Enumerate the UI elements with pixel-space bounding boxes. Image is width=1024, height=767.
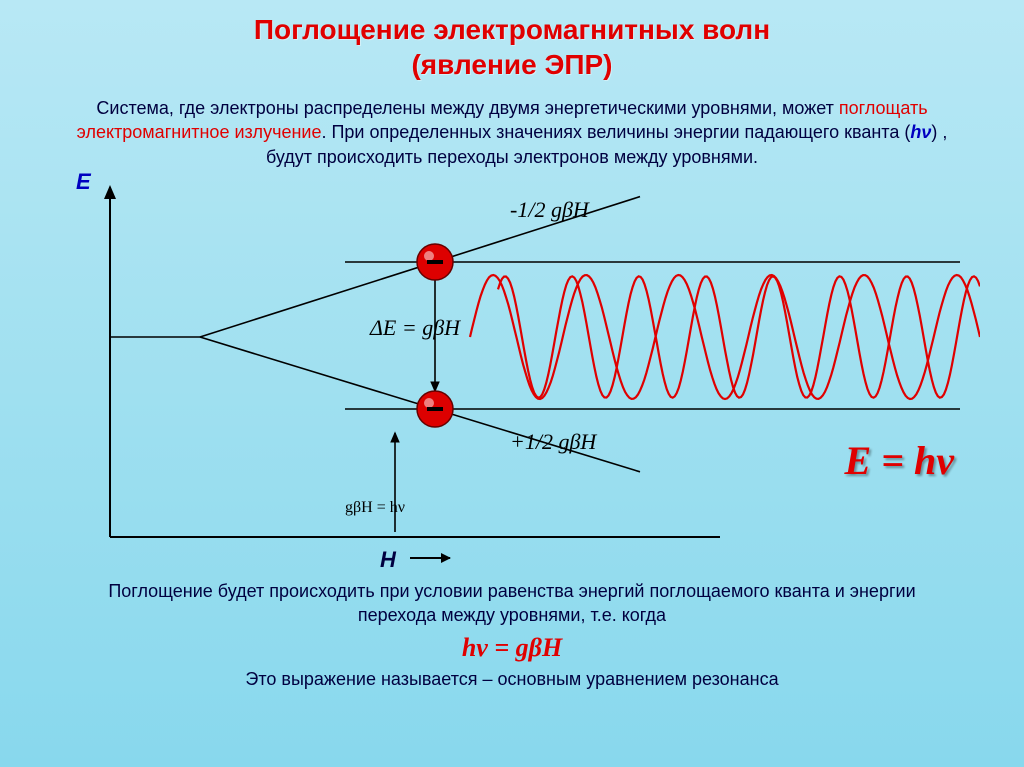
h-arrow-icon xyxy=(410,557,450,559)
energy-diagram-svg xyxy=(80,177,980,577)
para-pre: Система, где электроны распределены межд… xyxy=(96,98,838,118)
final-line: Это выражение называется – основным урав… xyxy=(0,663,1024,690)
intro-paragraph: Система, где электроны распределены межд… xyxy=(0,82,1024,169)
equation-e-hv: E = hν xyxy=(845,437,954,484)
bottom-paragraph: Поглощение будет происходить при условии… xyxy=(0,577,1024,628)
title: Поглощение электромагнитных волн (явлени… xyxy=(0,0,1024,82)
label-gbh-equals-hv: gβH = hν xyxy=(345,499,405,517)
label-plus-half: +1/2 gβH xyxy=(510,429,596,455)
label-delta-e: ΔE = gβH xyxy=(370,315,460,341)
diagram: E -1/2 gβH ΔE = gβH +1/2 gβH gβH = hν E … xyxy=(80,177,964,577)
label-minus-half: -1/2 gβH xyxy=(510,197,589,223)
axis-label-h: H xyxy=(380,547,396,573)
title-line2: (явление ЭПР) xyxy=(411,49,612,80)
para-hv: hν xyxy=(910,122,931,142)
para-post1: . При определенных значениях величины эн… xyxy=(321,122,910,142)
title-line1: Поглощение электромагнитных волн xyxy=(254,14,770,45)
resonance-equation: hν = gβH xyxy=(0,627,1024,663)
